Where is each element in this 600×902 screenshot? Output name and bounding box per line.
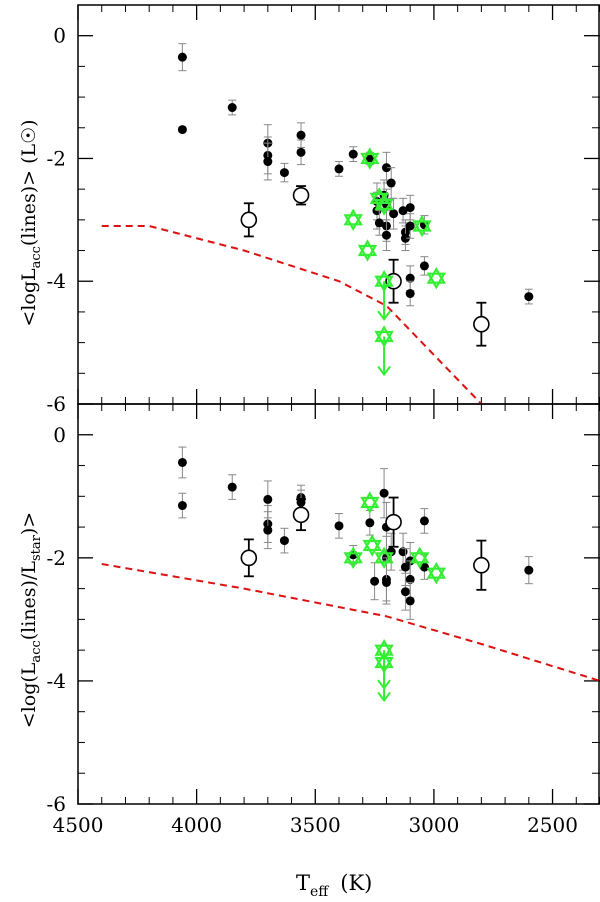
top-y-axis-label: <logLacc(lines)> (L☉) xyxy=(18,119,44,326)
data-point-open xyxy=(240,211,258,229)
bottom-y-axis-label: <log(Lacc(lines)/Lstar)> xyxy=(18,512,44,728)
data-point-star xyxy=(343,546,363,569)
data-point-star xyxy=(360,491,380,514)
y-tick-label: -2 xyxy=(47,546,66,570)
data-point-star xyxy=(412,214,432,238)
upper-limit-arrowhead xyxy=(377,310,391,321)
x-tick-label: 3500 xyxy=(290,813,341,837)
data-point-filled xyxy=(398,206,408,216)
data-point-filled xyxy=(381,230,391,240)
y-tick-label: 0 xyxy=(53,24,66,48)
data-point-star xyxy=(409,546,430,569)
data-point-filled xyxy=(405,203,415,213)
data-point-filled xyxy=(177,457,187,467)
data-point-filled xyxy=(419,516,429,526)
model-curve-dashed xyxy=(101,225,483,404)
data-point-filled xyxy=(263,494,273,504)
data-point-filled xyxy=(405,574,415,584)
data-point-filled xyxy=(334,164,344,174)
data-point-filled xyxy=(227,103,237,113)
top-panel: 0 -2 -4 -6 xyxy=(47,4,600,416)
data-point-open xyxy=(473,315,490,333)
data-point-filled xyxy=(381,577,391,587)
data-point-filled xyxy=(419,562,429,572)
data-point-star xyxy=(374,193,394,216)
data-point-filled xyxy=(348,149,358,159)
data-point-filled xyxy=(296,130,306,140)
data-point-star xyxy=(426,267,447,290)
data-point-star xyxy=(426,562,447,585)
data-point-filled xyxy=(263,525,273,535)
data-point-filled xyxy=(405,596,415,606)
data-point-filled xyxy=(365,518,375,528)
data-point-filled xyxy=(177,501,187,511)
data-point-star xyxy=(360,147,380,170)
data-point-filled xyxy=(400,587,410,597)
x-tick-label: 4000 xyxy=(171,813,222,837)
data-point-filled xyxy=(381,163,391,173)
data-point-open xyxy=(292,186,310,204)
data-point-filled xyxy=(263,157,273,167)
data-point-star xyxy=(343,208,363,231)
data-point-filled xyxy=(379,488,389,498)
data-point-filled xyxy=(296,147,306,157)
data-point-filled xyxy=(374,218,384,228)
y-tick-label: -6 xyxy=(47,792,66,816)
data-point-filled xyxy=(419,261,429,271)
x-tick-label: 3000 xyxy=(408,813,459,837)
data-point-filled xyxy=(365,153,375,163)
x-axis-label: Teff (K) xyxy=(296,871,372,900)
plot-frame xyxy=(77,403,600,805)
data-point-filled xyxy=(370,576,380,586)
y-tick-label: -6 xyxy=(47,392,66,416)
data-point-star xyxy=(362,534,382,557)
data-point-filled xyxy=(177,52,187,62)
y-tick-label: -4 xyxy=(47,269,66,293)
data-point-filled xyxy=(227,482,237,492)
model-curve-dashed xyxy=(101,563,600,682)
y-tick-label: -2 xyxy=(47,146,66,170)
data-point-open xyxy=(473,556,490,574)
data-point-filled xyxy=(389,209,399,219)
upper-limit-arrowhead xyxy=(377,691,391,703)
data-point-star xyxy=(374,270,394,293)
data-point-filled xyxy=(177,125,187,135)
x-tick-label: 4500 xyxy=(53,813,104,837)
data-point-filled xyxy=(279,168,289,178)
data-point-filled xyxy=(386,178,396,188)
data-point-star xyxy=(374,325,394,348)
plot-frame xyxy=(77,4,600,405)
y-tick-label: 0 xyxy=(53,423,66,447)
data-point-filled xyxy=(400,233,410,243)
data-point-filled xyxy=(334,521,344,531)
data-point-filled xyxy=(279,536,289,546)
data-point-open xyxy=(240,549,258,567)
data-point-filled xyxy=(405,221,415,231)
data-point-filled xyxy=(405,289,415,299)
data-point-filled xyxy=(405,273,415,283)
data-point-star xyxy=(357,239,378,262)
x-tick-label: 2500 xyxy=(527,813,578,837)
data-point-filled xyxy=(524,565,534,575)
data-point-filled xyxy=(400,562,410,572)
data-point-open xyxy=(292,506,310,524)
data-point-star xyxy=(374,546,394,569)
y-tick-label: -4 xyxy=(47,669,66,693)
upper-limit-arrowhead xyxy=(377,365,391,377)
data-point-filled xyxy=(524,292,534,302)
data-point-open xyxy=(385,513,402,531)
data-point-star xyxy=(374,651,394,674)
